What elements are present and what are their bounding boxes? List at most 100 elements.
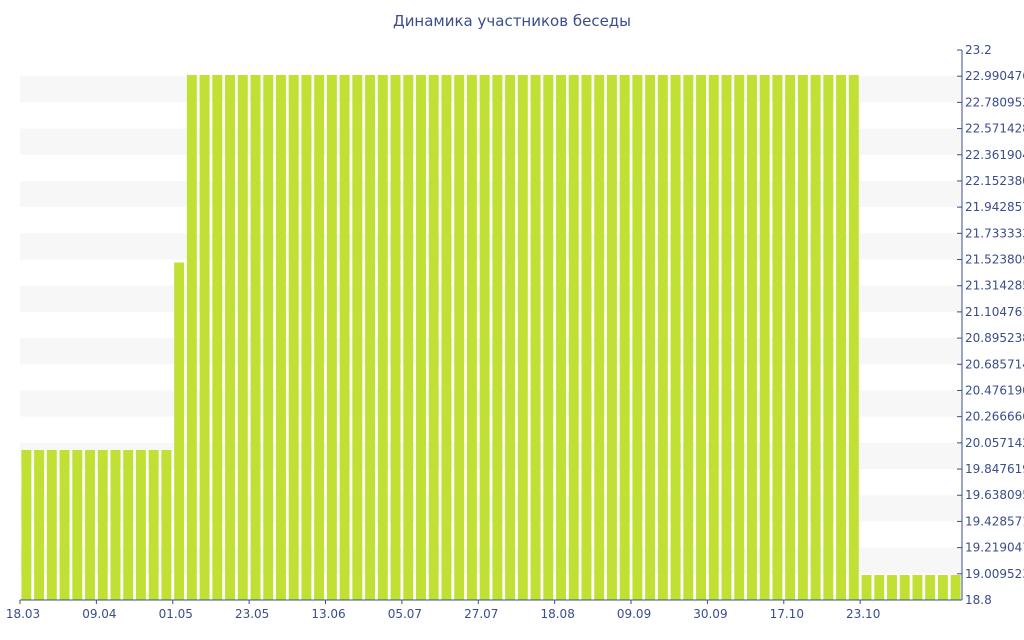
bar [797, 75, 808, 600]
bar [594, 75, 605, 600]
bar [836, 75, 847, 600]
bar [174, 262, 185, 600]
y-tick-label: 20.057142 [965, 436, 1024, 450]
y-tick-label: 20.685714 [965, 357, 1024, 371]
bar [263, 75, 274, 600]
x-axis: 18.03 09.04 01.05 23.05 13.06 05.07 27.07 18.08… [6, 599, 962, 621]
grid-band [20, 180, 962, 208]
bar [925, 575, 936, 600]
y-tick-label: 21.733333 [965, 226, 1024, 240]
bar [97, 450, 108, 600]
bar [186, 75, 197, 600]
bar [441, 75, 452, 600]
grid-band [20, 233, 962, 260]
y-tick-label: 22.990476 [965, 69, 1024, 83]
bar [212, 75, 223, 600]
bar [556, 75, 566, 600]
chart-title: Динамика участников беседы [392, 12, 632, 30]
bar [479, 75, 490, 600]
bar [148, 450, 159, 600]
y-tick-label: 22.361904 [965, 148, 1024, 162]
bar [517, 75, 528, 600]
bar [72, 450, 83, 600]
bar [326, 75, 337, 600]
bar [810, 75, 821, 600]
bar [250, 75, 261, 600]
bar [390, 75, 401, 600]
bar [530, 75, 541, 600]
bar [237, 75, 248, 600]
bar-series [21, 75, 961, 600]
bar [657, 75, 668, 600]
y-tick-label: 22.780952 [965, 95, 1024, 109]
grid-band [20, 495, 962, 522]
bar [746, 75, 757, 600]
bar [887, 575, 897, 600]
bar [34, 450, 45, 600]
x-tick-label: 23.05 [235, 607, 269, 621]
bar [861, 575, 872, 600]
bar [416, 75, 426, 600]
bar [454, 75, 465, 600]
bar [848, 75, 859, 600]
bar [721, 75, 732, 600]
bar [785, 75, 796, 600]
bar [950, 575, 961, 600]
y-tick-label: 22.571428 [965, 122, 1024, 136]
x-tick-label: 09.09 [617, 607, 651, 621]
bar [123, 450, 134, 600]
bar [199, 75, 210, 600]
bar [428, 75, 439, 600]
y-tick-label: 19.638095 [965, 488, 1024, 502]
y-tick-label: 19.428571 [965, 514, 1024, 528]
y-tick-label: 21.314285 [965, 279, 1024, 293]
x-tick-label: 23.10 [846, 607, 880, 621]
bar [225, 75, 236, 600]
x-tick-label: 17.10 [770, 607, 804, 621]
bar [772, 75, 783, 600]
y-tick-label: 20.266666 [965, 410, 1024, 424]
bar [645, 75, 656, 600]
y-tick-label: 20.895238 [965, 331, 1024, 345]
bar [339, 75, 350, 600]
bar [135, 450, 146, 600]
bar [466, 75, 477, 600]
y-tick-label: 23.2 [965, 43, 992, 57]
bar [874, 575, 885, 600]
bar [619, 75, 630, 600]
grid-band [20, 338, 962, 365]
bar [21, 450, 32, 600]
bar [377, 75, 388, 600]
bar [823, 75, 834, 600]
grid-band [20, 285, 962, 312]
x-tick-label: 05.07 [388, 607, 422, 621]
bar [85, 450, 95, 600]
x-tick-label: 09.04 [82, 607, 116, 621]
bar [543, 75, 554, 600]
bar [683, 75, 694, 600]
grid-band [20, 547, 962, 574]
bar [899, 575, 910, 600]
y-tick-label: 21.942857 [965, 200, 1024, 214]
bar [59, 450, 70, 600]
y-tick-label: 22.152380 [965, 174, 1024, 188]
bar [492, 75, 503, 600]
x-tick-label: 18.03 [6, 607, 40, 621]
bar [912, 575, 923, 600]
y-tick-label: 19.009523 [965, 567, 1024, 581]
bar [581, 75, 592, 600]
bar [110, 450, 121, 600]
bar [352, 75, 363, 600]
bar [288, 75, 299, 600]
bar [734, 75, 745, 600]
y-tick-label: 19.847619 [965, 462, 1024, 476]
bar [606, 75, 617, 600]
bar [759, 75, 770, 600]
grid-band [20, 390, 962, 417]
bar [365, 75, 376, 600]
bar [46, 450, 57, 600]
bar [632, 75, 643, 600]
grid-bands [20, 76, 962, 574]
bar [314, 75, 325, 600]
